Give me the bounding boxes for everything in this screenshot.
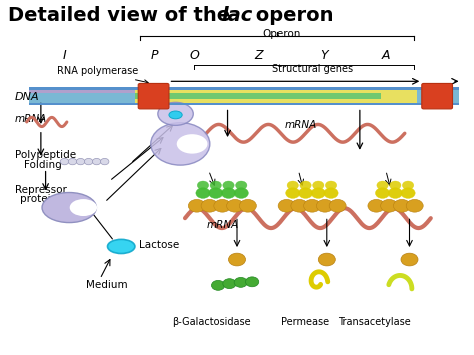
- FancyBboxPatch shape: [422, 83, 453, 109]
- Text: protein: protein: [19, 194, 57, 204]
- Circle shape: [381, 200, 398, 212]
- Circle shape: [196, 188, 210, 198]
- Ellipse shape: [70, 199, 97, 216]
- Circle shape: [210, 181, 221, 190]
- Circle shape: [278, 200, 295, 212]
- Ellipse shape: [151, 123, 210, 165]
- Circle shape: [60, 158, 69, 165]
- Circle shape: [300, 181, 311, 190]
- Circle shape: [368, 200, 385, 212]
- Circle shape: [318, 253, 335, 266]
- Circle shape: [228, 253, 246, 266]
- Ellipse shape: [169, 111, 182, 119]
- Text: Permease: Permease: [282, 317, 329, 327]
- Circle shape: [401, 188, 415, 198]
- Circle shape: [313, 181, 324, 190]
- Circle shape: [214, 200, 231, 212]
- Bar: [136, 87, 428, 105]
- Circle shape: [234, 277, 247, 287]
- Text: O: O: [190, 49, 200, 62]
- Text: RNA polymerase: RNA polymerase: [57, 66, 148, 84]
- Circle shape: [377, 181, 388, 190]
- Circle shape: [209, 188, 223, 198]
- Circle shape: [287, 181, 299, 190]
- Text: Polypeptide: Polypeptide: [15, 149, 76, 159]
- Ellipse shape: [177, 134, 208, 154]
- Circle shape: [76, 158, 85, 165]
- Text: Lactose: Lactose: [139, 240, 180, 250]
- Bar: [29, 87, 459, 90]
- Text: Y: Y: [320, 49, 328, 62]
- Bar: [29, 87, 459, 105]
- Text: Operon: Operon: [263, 29, 301, 39]
- Circle shape: [406, 200, 423, 212]
- Bar: [136, 93, 381, 99]
- Circle shape: [84, 158, 93, 165]
- Text: A: A: [382, 49, 390, 62]
- Text: DNA: DNA: [15, 92, 39, 102]
- Circle shape: [197, 181, 209, 190]
- Circle shape: [390, 181, 401, 190]
- Circle shape: [324, 188, 338, 198]
- Circle shape: [311, 188, 325, 198]
- Circle shape: [388, 188, 402, 198]
- FancyBboxPatch shape: [138, 83, 169, 109]
- Circle shape: [236, 181, 247, 190]
- Circle shape: [100, 158, 109, 165]
- Circle shape: [223, 279, 236, 289]
- Text: Z: Z: [254, 49, 263, 62]
- Text: Repressor: Repressor: [15, 185, 67, 195]
- Circle shape: [188, 200, 205, 212]
- Circle shape: [234, 188, 248, 198]
- Bar: [417, 87, 459, 105]
- Text: Structural genes: Structural genes: [272, 64, 353, 73]
- Text: mRNA: mRNA: [284, 120, 317, 130]
- Ellipse shape: [108, 239, 135, 253]
- Ellipse shape: [158, 102, 193, 125]
- Circle shape: [375, 188, 390, 198]
- Text: Folding: Folding: [24, 160, 62, 170]
- Circle shape: [329, 200, 346, 212]
- Circle shape: [317, 200, 333, 212]
- Text: mRNA: mRNA: [206, 220, 238, 230]
- Text: Transacetylase: Transacetylase: [337, 317, 410, 327]
- Circle shape: [223, 181, 234, 190]
- Circle shape: [402, 181, 414, 190]
- Text: I: I: [63, 49, 66, 62]
- Text: Medium: Medium: [86, 280, 128, 290]
- Bar: [29, 103, 459, 105]
- Text: Detailed view of the: Detailed view of the: [8, 6, 237, 25]
- Text: operon: operon: [249, 6, 333, 25]
- Circle shape: [393, 200, 410, 212]
- Circle shape: [201, 200, 218, 212]
- Circle shape: [221, 188, 236, 198]
- Circle shape: [211, 280, 225, 290]
- Circle shape: [92, 158, 101, 165]
- Ellipse shape: [42, 192, 96, 223]
- Circle shape: [325, 181, 337, 190]
- Circle shape: [246, 277, 259, 287]
- Circle shape: [304, 200, 320, 212]
- Text: lac: lac: [222, 6, 253, 25]
- Text: β-Galactosidase: β-Galactosidase: [172, 317, 250, 327]
- Circle shape: [68, 158, 77, 165]
- Circle shape: [299, 188, 313, 198]
- Circle shape: [401, 253, 418, 266]
- Text: P: P: [151, 49, 158, 62]
- Circle shape: [239, 200, 256, 212]
- Circle shape: [291, 200, 308, 212]
- Bar: [29, 88, 136, 93]
- Circle shape: [227, 200, 244, 212]
- Circle shape: [286, 188, 300, 198]
- Text: mRNA: mRNA: [15, 114, 47, 124]
